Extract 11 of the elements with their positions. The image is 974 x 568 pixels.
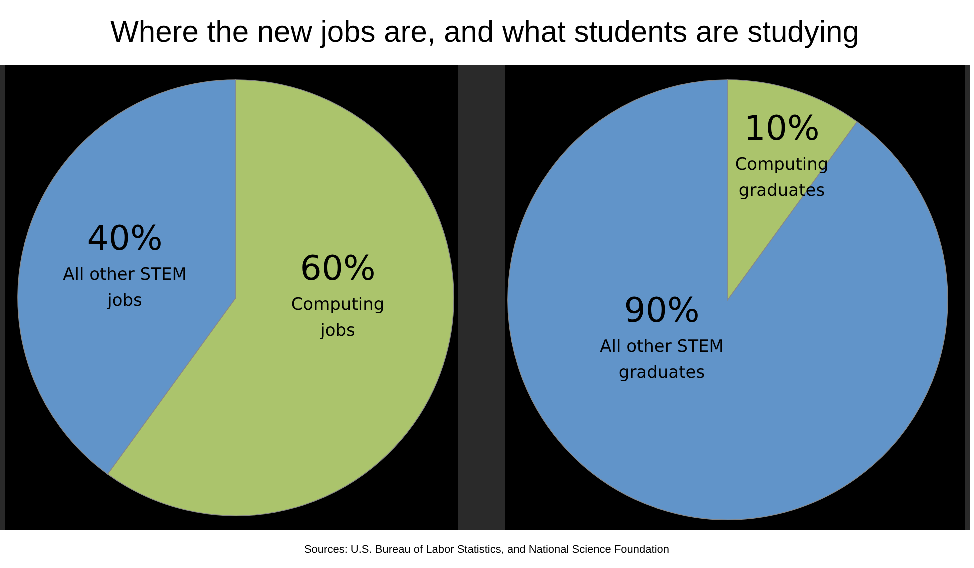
chart-title: Where the new jobs are, and what students are studying: [110, 16, 860, 49]
slice-label: Computing graduates: [735, 155, 829, 201]
data-label: 40%: [87, 219, 163, 259]
pie-slice: [508, 80, 948, 520]
source-note: Sources: U.S. Bureau of Labor Statistics, and National Science Foundation: [304, 544, 670, 556]
slice-label: All other STEM jobs: [63, 265, 187, 311]
slice-label: All other STEM graduates: [600, 337, 724, 383]
slice-label: Computing jobs: [291, 295, 385, 341]
data-label: 60%: [300, 249, 376, 289]
data-label: 10%: [744, 109, 820, 149]
data-label: 90%: [624, 291, 700, 331]
